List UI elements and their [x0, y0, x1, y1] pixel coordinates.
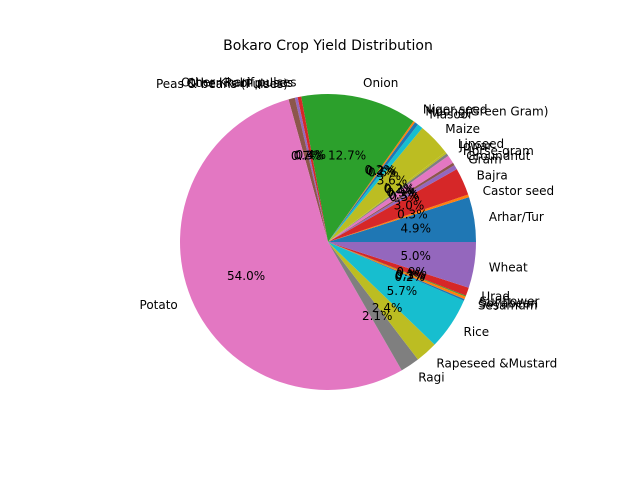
pie-slice-other-rabi-pulses	[294, 97, 328, 242]
slice-percent-label: 4.9%	[400, 221, 431, 235]
pie-slice-rice	[328, 242, 464, 345]
slice-label: Sesamum	[478, 299, 538, 313]
pie-slice-onion	[301, 94, 414, 243]
slice-percent-label: 5.7%	[387, 284, 418, 298]
slice-percent-label: 0.3%	[388, 188, 419, 202]
slice-percent-label: 0.3%	[384, 183, 415, 197]
slice-percent-label: 2.1%	[362, 309, 393, 323]
slice-label: Ragi	[418, 371, 444, 385]
slice-percent-label: 2.4%	[372, 301, 403, 315]
pie-slice-horse-gram	[328, 155, 453, 242]
slices-layer	[180, 94, 476, 390]
pie-slice-potato	[180, 99, 402, 390]
slice-label: Soyabean	[479, 296, 538, 310]
slice-percent-label: 54.0%	[227, 269, 265, 283]
pie-slice-urad	[328, 242, 469, 296]
slice-percent-label: 0.2%	[366, 164, 397, 178]
pie-slice-maize	[328, 127, 446, 242]
slice-label: Bajra	[477, 168, 508, 182]
slice-percent-label: 0.9%	[396, 265, 427, 279]
chart-title: Bokaro Crop Yield Distribution	[223, 38, 433, 54]
slice-label: Potato	[140, 298, 178, 312]
pie-slice-linseed	[328, 152, 447, 242]
slice-label: Maize	[445, 122, 480, 136]
pie-slice-bajra	[328, 169, 469, 242]
slice-label: Jowar	[458, 139, 492, 153]
pie-slice-sesamum	[328, 242, 465, 301]
slice-percent-label: 3.6%	[377, 173, 408, 187]
slice-label: Horse-gram	[463, 144, 534, 158]
slice-percent-label: 0.1%	[395, 267, 426, 281]
slice-percent-label: 0.9%	[386, 185, 417, 199]
slice-percent-label: 12.7%	[328, 148, 366, 162]
pie-slice-wheat	[328, 242, 476, 288]
pie-slice-sunflower	[328, 242, 466, 297]
pie-slice-ragi	[328, 242, 418, 371]
slice-percent-label: 0.3%	[294, 148, 325, 162]
pie-slice-other-kharif-pulses	[297, 96, 328, 243]
pie-slice-moong-green-gram	[328, 122, 418, 242]
slice-percent-label: 0.3%	[397, 207, 428, 221]
slice-label: Moong(Green Gram)	[425, 105, 548, 119]
slice-label: Rice	[464, 325, 490, 339]
pie-slice-masoor	[328, 124, 423, 242]
pie-slice-gram	[328, 165, 457, 242]
slice-percent-label: 0.4%	[296, 148, 327, 162]
pie-slice-niger-seed	[328, 121, 415, 242]
pie-slice-jowar	[328, 153, 449, 242]
slice-label: Linseed	[458, 137, 504, 151]
slice-percent-label: 0.3%	[395, 268, 426, 282]
slice-label: Rapeseed &Mustard	[436, 356, 557, 370]
slice-percent-label: 0.5%	[389, 190, 420, 204]
slice-label: Wheat	[489, 260, 528, 274]
slice-label: Masoor	[429, 108, 473, 122]
slice-label: Other Kharif pulses	[181, 75, 296, 89]
slice-label: Groundnut	[466, 149, 530, 163]
pie-slice-arhar-tur	[328, 197, 476, 242]
pie-slice-peas-beans-pulses	[288, 97, 328, 242]
slice-label: Peas & beans (Pulses)	[156, 77, 288, 91]
slice-label: Gram	[468, 153, 501, 167]
slice-label: Sunflower	[480, 294, 540, 308]
pie-slice-soyabean	[328, 242, 466, 300]
slice-percent-label: 0.6%	[368, 166, 399, 180]
slice-percent-label: 5.0%	[400, 249, 431, 263]
pie-slice-rapeseed-mustard	[328, 242, 435, 360]
slice-label: Other Rabi pulses	[186, 76, 293, 90]
slice-percent-label: 0.7%	[291, 149, 322, 163]
slice-label: Castor seed	[483, 184, 554, 198]
slice-percent-label: 0.2%	[384, 181, 415, 195]
slice-percent-label: 0.2%	[364, 163, 395, 177]
slice-percent-label: 0.2%	[394, 270, 425, 284]
slice-label: Onion	[363, 76, 398, 90]
pie-slice-groundnut	[328, 162, 455, 242]
slice-percent-label: 3.0%	[394, 199, 425, 213]
slice-label: Arhar/Tur	[489, 210, 544, 224]
labels-layer: Arhar/Tur 4.9% Castor seed 0.3% Bajra 3.0% Gra…	[140, 75, 558, 384]
pie-slice-castor-seed	[328, 194, 470, 242]
slice-label: Niger seed	[423, 103, 488, 117]
slice-label: Urad	[481, 290, 510, 304]
